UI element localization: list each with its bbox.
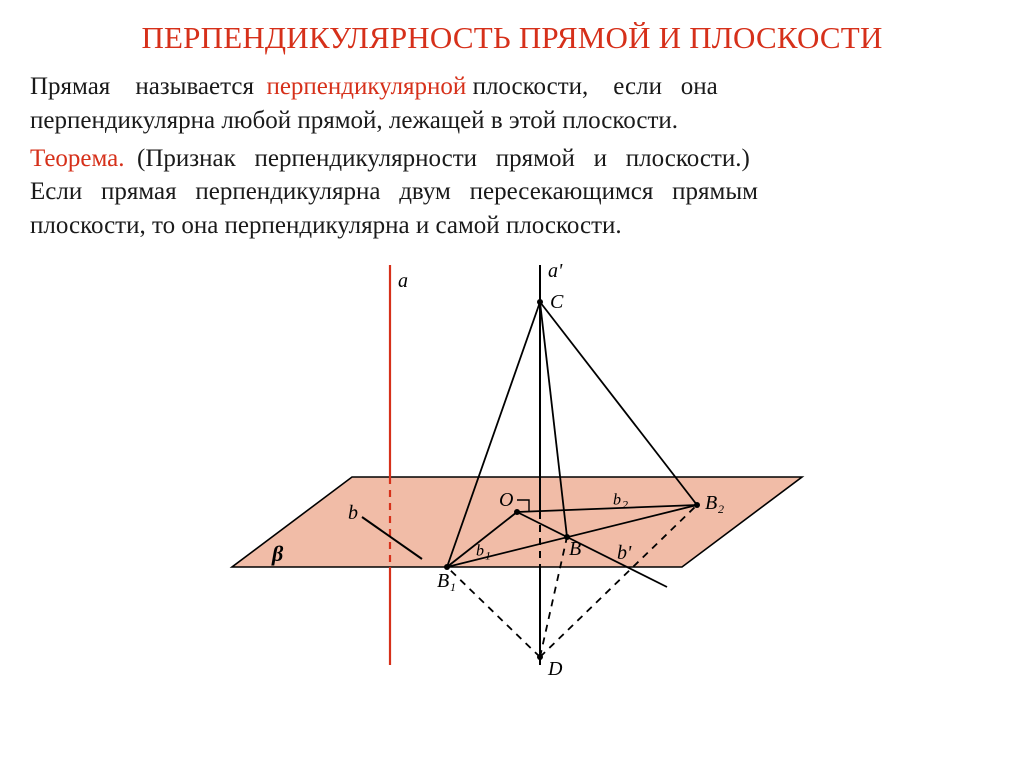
svg-text:b': b' — [617, 542, 632, 564]
p2-w2: перпендикулярности — [255, 145, 478, 172]
p1-w3: плоскости, — [473, 73, 589, 100]
svg-text:1: 1 — [450, 580, 456, 594]
p2-l2c: перпендикулярна — [195, 178, 380, 205]
p1-line2: перпендикулярна любой прямой, лежащей в … — [30, 107, 678, 134]
p2-line3: плоскости, то она перпендикулярна и само… — [30, 212, 622, 239]
paragraph-1: Прямая называется перпендикулярной плоск… — [30, 70, 994, 138]
page-title: ПЕРПЕНДИКУЛЯРНОСТЬ ПРЯМОЙ И ПЛОСКОСТИ — [30, 20, 994, 56]
p2-w1: (Признак — [137, 145, 236, 172]
svg-text:B: B — [569, 538, 581, 560]
p1-accent: перпендикулярной — [266, 73, 466, 100]
svg-text:2: 2 — [622, 497, 628, 511]
p1-w4: если — [613, 73, 662, 100]
p1-w1: Прямая — [30, 73, 110, 100]
svg-text:2: 2 — [718, 502, 724, 516]
p1-w2: называется — [135, 73, 254, 100]
svg-text:b: b — [476, 542, 484, 559]
p2-w3: прямой — [496, 145, 575, 172]
svg-text:O: O — [499, 489, 513, 511]
svg-text:a: a — [398, 270, 408, 292]
p2-l2a: Если — [30, 178, 82, 205]
p2-w4: и — [594, 145, 607, 172]
p2-l2d: двум — [399, 178, 451, 205]
svg-text:C: C — [550, 291, 564, 313]
p2-l2b: прямая — [101, 178, 177, 205]
svg-text:β: β — [271, 541, 284, 566]
svg-text:B: B — [437, 570, 449, 592]
paragraph-2: Теорема. (Признак перпендикулярности пря… — [30, 142, 994, 243]
svg-text:1: 1 — [485, 548, 491, 562]
svg-text:b: b — [613, 491, 621, 508]
p2-accent: Теорема. — [30, 145, 125, 172]
p2-l2f: прямым — [672, 178, 758, 205]
geometry-diagram: aa'CDOBB1B2bb'b1b2β — [162, 247, 862, 687]
svg-text:D: D — [547, 658, 563, 680]
svg-text:a': a' — [548, 260, 563, 282]
svg-text:B: B — [705, 492, 717, 514]
p2-w5: плоскости.) — [626, 145, 750, 172]
p2-l2e: пересекающимся — [470, 178, 654, 205]
p1-w5: она — [681, 73, 718, 100]
svg-text:b: b — [348, 502, 358, 524]
